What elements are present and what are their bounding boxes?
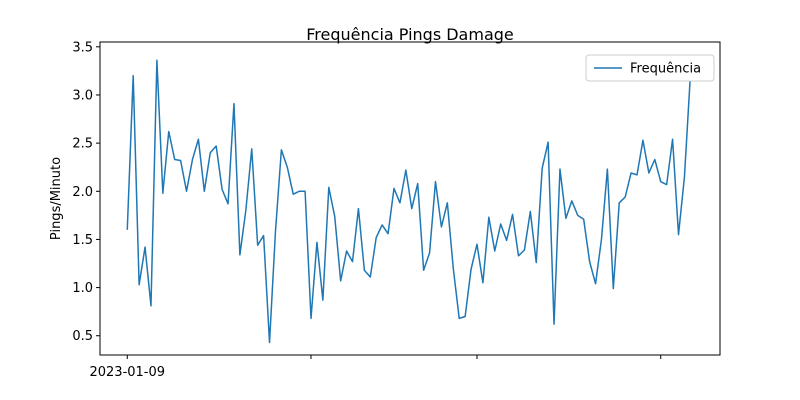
y-tick-label: 3.0 xyxy=(72,88,93,103)
y-tick-label: 1.0 xyxy=(72,281,93,296)
legend: Frequência xyxy=(585,54,715,82)
y-tick-label: 0.5 xyxy=(72,329,93,344)
y-axis-label: Pings/Minuto xyxy=(49,157,64,240)
plot-frame xyxy=(99,41,721,356)
y-tick-label: 1.5 xyxy=(72,233,93,248)
y-tick-label: 2.0 xyxy=(72,185,93,200)
plot-area xyxy=(126,59,692,344)
series-line-0 xyxy=(126,59,692,344)
y-tick-label: 3.5 xyxy=(72,40,93,55)
legend-label: Frequência xyxy=(630,62,701,77)
x-tick-label: 2023-01-09 xyxy=(89,365,165,380)
x-axis: 2023-01-09 xyxy=(89,355,662,380)
y-axis: 0.5 1.0 1.5 2.0 2.5 3.0 3.5 xyxy=(72,40,100,344)
legend-box xyxy=(585,54,715,82)
y-tick-label: 2.5 xyxy=(72,137,93,152)
chart-title: Frequência Pings Damage xyxy=(306,25,514,44)
